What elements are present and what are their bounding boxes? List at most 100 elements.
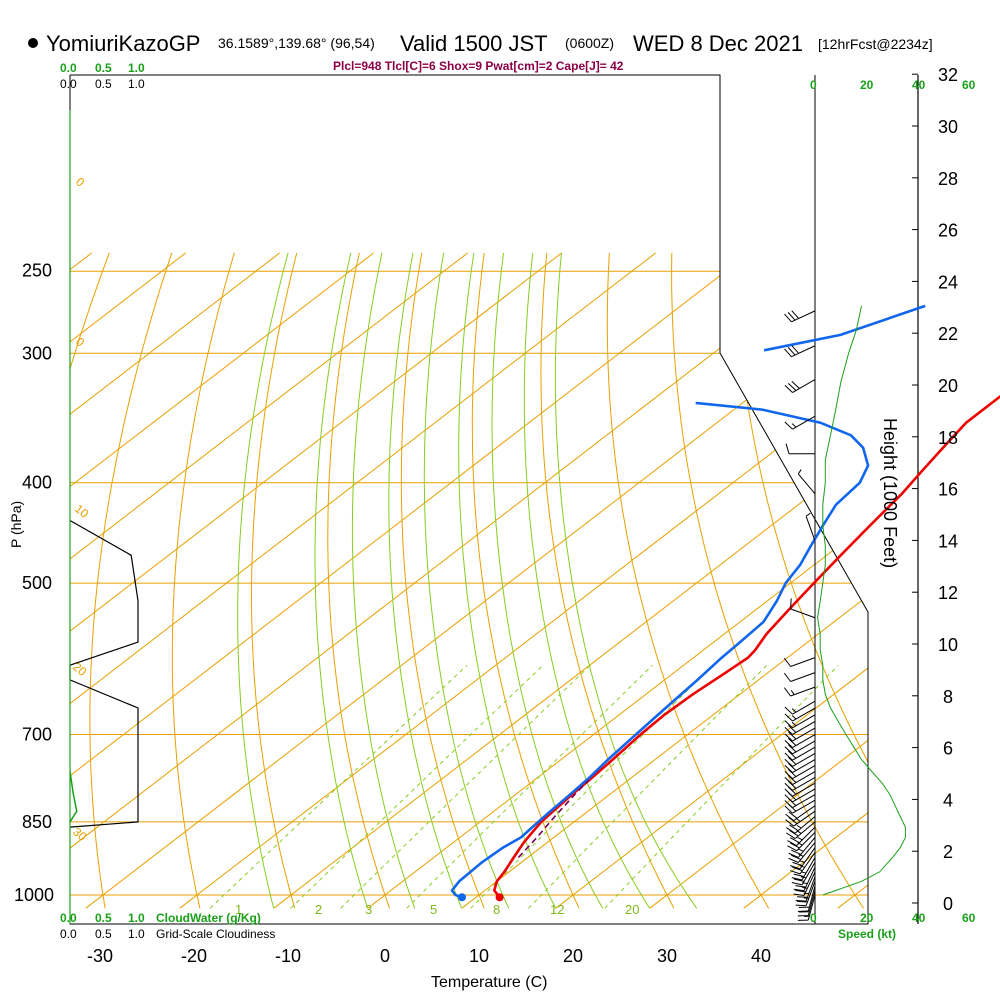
- wind-barb: [788, 842, 816, 863]
- wind-barb-staff: [792, 707, 816, 722]
- mixing-ratio-label: 1: [235, 902, 242, 917]
- speed-scale-label: 40: [912, 78, 926, 92]
- wind-barb-flag: [784, 771, 793, 779]
- isotherm-line: [367, 252, 868, 909]
- isotherm-line: [649, 252, 868, 909]
- wind-barb-flag: [791, 849, 802, 855]
- dry-adiabat-label: 0: [725, 228, 746, 253]
- wind-barb-flag: [788, 857, 799, 863]
- isotherm-line: [85, 252, 868, 909]
- wind-barb-staff: [790, 672, 816, 682]
- wind-barb-flag: [791, 345, 800, 354]
- wind-barb-staff: [792, 415, 816, 430]
- wind-barb-half-flag: [790, 690, 795, 695]
- wind-barb: [783, 657, 816, 667]
- speed-label: Speed (kt): [838, 927, 896, 941]
- wind-barb-flag: [788, 744, 797, 753]
- wind-barb-flag: [793, 878, 805, 882]
- wind-barb: [797, 469, 816, 495]
- wind-barb-flag: [797, 896, 808, 898]
- wind-barb-flag: [785, 819, 795, 827]
- cloudiness-scale-label: 0.5: [95, 927, 112, 941]
- dry-adiabat-label: 20: [789, 446, 819, 476]
- moist-adiabat-line: [314, 252, 369, 909]
- wind-barb-half-flag: [796, 824, 802, 829]
- wind-barb-flag: [788, 382, 797, 391]
- pressure-tick-label: 1000: [14, 885, 54, 905]
- mixing-ratio-label: 8: [493, 902, 500, 917]
- dry-adiabat-line: [671, 252, 864, 909]
- surface-temperature-marker: [495, 893, 504, 902]
- cloudiness-scale-label: 1.0: [128, 77, 145, 91]
- wind-barb-flag: [791, 854, 802, 860]
- moist-adiabat-line: [237, 252, 289, 909]
- wind-barb-flag: [793, 888, 805, 892]
- wind-barb: [784, 759, 816, 773]
- wind-barb-flag: [784, 713, 793, 722]
- wind-barb-flag: [792, 861, 803, 867]
- temperature-axis-title: Temperature (C): [431, 974, 547, 991]
- wind-barb-staff: [792, 771, 816, 785]
- moist-adiabat-line: [554, 252, 698, 909]
- wind-barb-half-flag: [791, 708, 797, 713]
- wind-barb-flag: [784, 805, 793, 814]
- wind-barb: [784, 740, 816, 755]
- temperature-tick-label: -20: [181, 946, 207, 966]
- mixing-ratio-line: [528, 664, 768, 909]
- wind-barb-flag: [784, 788, 793, 797]
- wind-barb-staff: [790, 608, 816, 619]
- height-tick-label: 32: [938, 65, 958, 85]
- wind-barb-staff: [797, 837, 816, 858]
- dewpoint-line: [450, 401, 870, 899]
- dry-adiabat-label: 30: [838, 536, 868, 566]
- wind-barb-flag: [793, 873, 805, 878]
- height-tick-label: 24: [938, 272, 958, 292]
- height-tick-label: 4: [943, 790, 953, 810]
- wind-barb-flag: [797, 900, 808, 903]
- wind-barb-staff: [792, 734, 816, 748]
- wind-barb-flag: [783, 687, 791, 697]
- height-tick-label: 28: [938, 169, 958, 189]
- pressure-axis-title: P (hPa): [8, 501, 24, 548]
- dry-adiabat-line: [984, 253, 1000, 908]
- wind-barb: [784, 799, 816, 814]
- wind-barb-staff: [797, 842, 816, 863]
- wind-barb-staff: [799, 852, 816, 875]
- wind-barb-half-flag: [797, 836, 803, 841]
- wind-barb-staff: [807, 885, 816, 912]
- wind-barb: [784, 721, 816, 735]
- isotherm-line: [273, 252, 868, 909]
- pressure-tick-label: 850: [22, 812, 52, 832]
- cloud-water-line: [69, 771, 78, 823]
- wind-barb-flag: [785, 443, 790, 454]
- wind-barb-flag: [786, 832, 796, 840]
- wind-barb-staff: [792, 721, 816, 735]
- wind-barb: [784, 310, 816, 323]
- speed-scale-label: 20: [860, 911, 874, 925]
- height-tick-label: 14: [938, 531, 958, 551]
- dry-adiabat-line: [606, 252, 770, 909]
- dry-adiabat-line: [327, 252, 390, 909]
- isotherm-line: [70, 252, 281, 909]
- wind-barb-flag: [787, 312, 796, 321]
- wind-barb-flag: [784, 733, 793, 742]
- dry-adiabat-line: [251, 252, 298, 909]
- wind-barb-flag: [788, 762, 797, 771]
- wind-barb-flag: [788, 750, 797, 759]
- isotherm-line: [461, 252, 868, 909]
- dry-adiabat-line: [796, 252, 868, 909]
- wind-barb-staff: [792, 759, 816, 773]
- wind-barb-flag: [788, 724, 797, 733]
- wind-barb-flag: [791, 881, 803, 886]
- cloud-water-scale-label: 1.0: [128, 911, 145, 925]
- wind-barb-staff: [803, 871, 816, 896]
- cloud-water-scale-label: 0.0: [60, 911, 77, 925]
- wind-barb-flag: [784, 348, 792, 358]
- wind-barb-staff: [792, 765, 816, 779]
- moist-adiabat-line: [491, 252, 604, 909]
- isotherm-label: 0: [73, 175, 87, 190]
- wind-barb-flag: [790, 870, 801, 875]
- isotherm-line: [70, 252, 375, 909]
